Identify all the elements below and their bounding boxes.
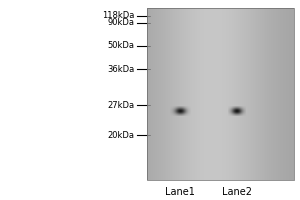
Bar xyxy=(147,8,294,180)
Text: 36kDa: 36kDa xyxy=(107,65,134,74)
Text: 50kDa: 50kDa xyxy=(107,41,134,50)
Text: 27kDa: 27kDa xyxy=(107,101,134,110)
Text: Lane2: Lane2 xyxy=(222,187,252,197)
Text: 20kDa: 20kDa xyxy=(107,131,134,140)
Text: 90kDa: 90kDa xyxy=(107,18,134,27)
Text: 118kDa: 118kDa xyxy=(102,11,134,20)
Text: Lane1: Lane1 xyxy=(165,187,195,197)
